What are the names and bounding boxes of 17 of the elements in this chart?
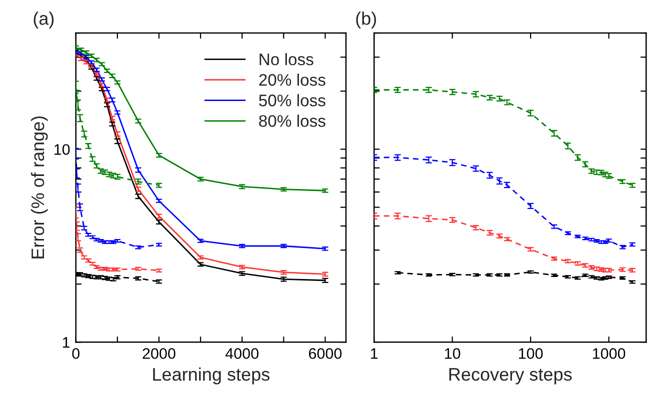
chart-title: (b) — [356, 12, 376, 28]
y-axis-title: Error (% of range) — [30, 116, 48, 258]
x-tick-label: 0 — [72, 348, 80, 359]
legend-label: 50% loss — [259, 94, 326, 106]
x-axis-title: Recovery steps — [449, 368, 572, 384]
x-tick-label: 100 — [518, 348, 543, 359]
chart-title: (a) — [34, 12, 54, 28]
x-tick-label: 1 — [371, 348, 378, 359]
x-tick-label: 6000 — [308, 348, 342, 359]
x-axis-title: Learning steps — [153, 368, 270, 384]
x-tick-label: 1000 — [592, 348, 626, 359]
legend-label: 20% loss — [259, 74, 326, 86]
x-tick-label: 4000 — [225, 348, 258, 359]
x-tick-label: 2000 — [142, 348, 176, 359]
legend-label: 80% loss — [259, 114, 326, 127]
x-tick-label: 10 — [445, 348, 460, 359]
legend-label: No loss — [260, 53, 314, 66]
